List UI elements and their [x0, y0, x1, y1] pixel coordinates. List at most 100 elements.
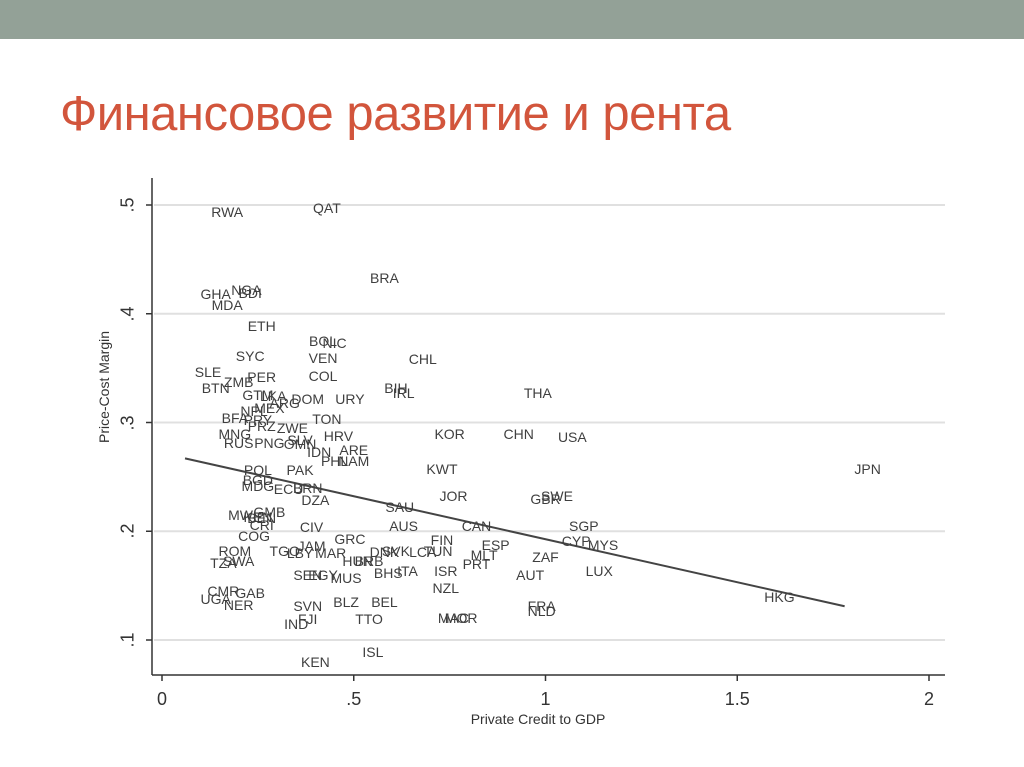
country-point-label: MUS: [330, 570, 362, 586]
country-point-label: CAN: [461, 517, 492, 534]
country-point-label: AUS: [389, 517, 418, 534]
country-point-label: BEN: [247, 510, 277, 527]
country-point-label: JOR: [439, 488, 468, 505]
country-point-label: NZL: [432, 579, 460, 596]
y-tick-label: .2: [117, 523, 138, 539]
country-point-label: PRT: [462, 555, 491, 572]
country-point-label: EGY: [308, 566, 338, 583]
country-point-label: ARE: [339, 441, 369, 458]
country-point-label: BFA: [221, 410, 249, 427]
country-point-label: BTN: [201, 379, 230, 396]
country-point-label: BIH: [384, 379, 408, 396]
country-point-label: LKA: [259, 388, 287, 405]
country-point-label: BRA: [370, 269, 399, 286]
country-point-label: SWA: [223, 552, 255, 569]
country-point-label: ZWE: [276, 419, 308, 436]
country-point-label: SVK: [381, 542, 410, 559]
x-tick-label: 2: [923, 689, 935, 709]
country-point-label: BRB: [354, 552, 384, 569]
country-point-label: POL: [243, 462, 272, 479]
country-point-label: LCA: [409, 543, 437, 560]
country-point-label: IND: [284, 615, 309, 632]
country-point-label: ISR: [434, 563, 458, 580]
country-point-label: KEN: [300, 653, 330, 670]
country-point-label: PHL: [320, 452, 349, 469]
country-point-label: FRA: [527, 598, 556, 615]
country-point-label: NLD: [527, 602, 556, 619]
country-point-label: TON: [312, 411, 342, 428]
country-point-label: SYC: [235, 348, 265, 365]
country-point-label: NGA: [231, 281, 262, 298]
country-point-label: MYS: [587, 537, 619, 554]
country-point-label: PNG: [254, 435, 285, 452]
x-tick-label: 1.5: [724, 689, 750, 709]
country-point-label: MOR: [444, 610, 478, 627]
x-tick-label: .5: [346, 689, 362, 709]
country-point-label: BHS: [373, 564, 403, 581]
country-point-label: ITA: [397, 563, 418, 580]
slide-title: Финансовое развитие и рента: [60, 87, 731, 141]
country-point-label: SLE: [194, 364, 222, 381]
country-point-label: MLT: [470, 547, 498, 564]
country-point-label: AUT: [516, 566, 545, 583]
country-point-label: JPN: [854, 461, 881, 478]
country-point-label: BOL: [309, 332, 338, 349]
country-point-label: GAB: [235, 585, 265, 602]
country-point-label: JAM: [297, 538, 326, 555]
country-point-label: MNG: [218, 426, 252, 443]
country-point-label: RWA: [211, 203, 244, 220]
country-point-label: GHA: [200, 286, 231, 303]
country-point-label: SEN: [293, 566, 323, 583]
country-point-label: GBR: [530, 490, 561, 507]
country-point-label: PRZ: [247, 417, 276, 434]
fit-line: [184, 457, 845, 608]
country-point-label: CHL: [408, 351, 437, 368]
country-point-label: CIV: [299, 518, 324, 535]
country-point-label: NAM: [338, 452, 370, 469]
country-point-label: COG: [238, 527, 270, 544]
country-point-label: URY: [335, 390, 365, 407]
country-point-label: UGA: [200, 590, 231, 607]
country-point-label: GTM: [242, 387, 274, 404]
country-point-label: PER: [247, 368, 277, 385]
country-point-label: LBY: [286, 545, 314, 561]
country-point-label: BDI: [238, 285, 262, 302]
country-point-label: FJI: [297, 611, 318, 628]
country-point-label: IDN: [307, 443, 332, 460]
country-point-label: HKG: [764, 588, 795, 605]
country-point-label: CHN: [503, 426, 534, 443]
country-point-label: NIC: [322, 335, 347, 352]
x-tick-label: 1: [540, 689, 551, 709]
country-point-label: ESP: [481, 537, 510, 554]
country-point-label: GMB: [253, 503, 286, 520]
country-point-label: SGP: [569, 517, 599, 534]
country-point-label: COL: [308, 367, 338, 384]
country-point-label: NER: [223, 597, 254, 614]
country-point-label: SWE: [541, 488, 573, 505]
country-point-label: SLV: [287, 431, 313, 448]
country-point-label: ETH: [247, 317, 276, 334]
y-tick-label: .4: [117, 306, 138, 322]
country-point-label: MAC: [437, 610, 470, 627]
y-tick-label: .3: [117, 414, 138, 431]
country-point-label: ISL: [362, 643, 384, 660]
country-point-label: HUN: [342, 552, 373, 569]
country-point-label: GRC: [334, 530, 366, 547]
country-point-label: BEL: [371, 593, 398, 610]
country-point-label: PRY: [243, 412, 273, 429]
country-point-label: ZAF: [532, 549, 559, 566]
country-point-label: MEX: [254, 400, 285, 417]
country-point-label: VEN: [308, 350, 338, 367]
country-point-label: BRN: [292, 479, 323, 496]
country-point-label: ARG: [269, 394, 300, 411]
country-point-label: HRV: [323, 427, 354, 444]
country-point-label: MAR: [315, 545, 347, 561]
y-axis-label: Price-Cost Margin: [96, 330, 112, 444]
country-point-label: PAK: [286, 462, 314, 479]
country-point-label: TGO: [269, 542, 300, 559]
slide-top-bar: [0, 0, 1024, 39]
country-point-label: NPL: [240, 402, 268, 419]
country-point-label: LUX: [585, 563, 613, 580]
country-point-label: FIN: [430, 531, 454, 548]
country-point-label: DZA: [301, 491, 330, 508]
